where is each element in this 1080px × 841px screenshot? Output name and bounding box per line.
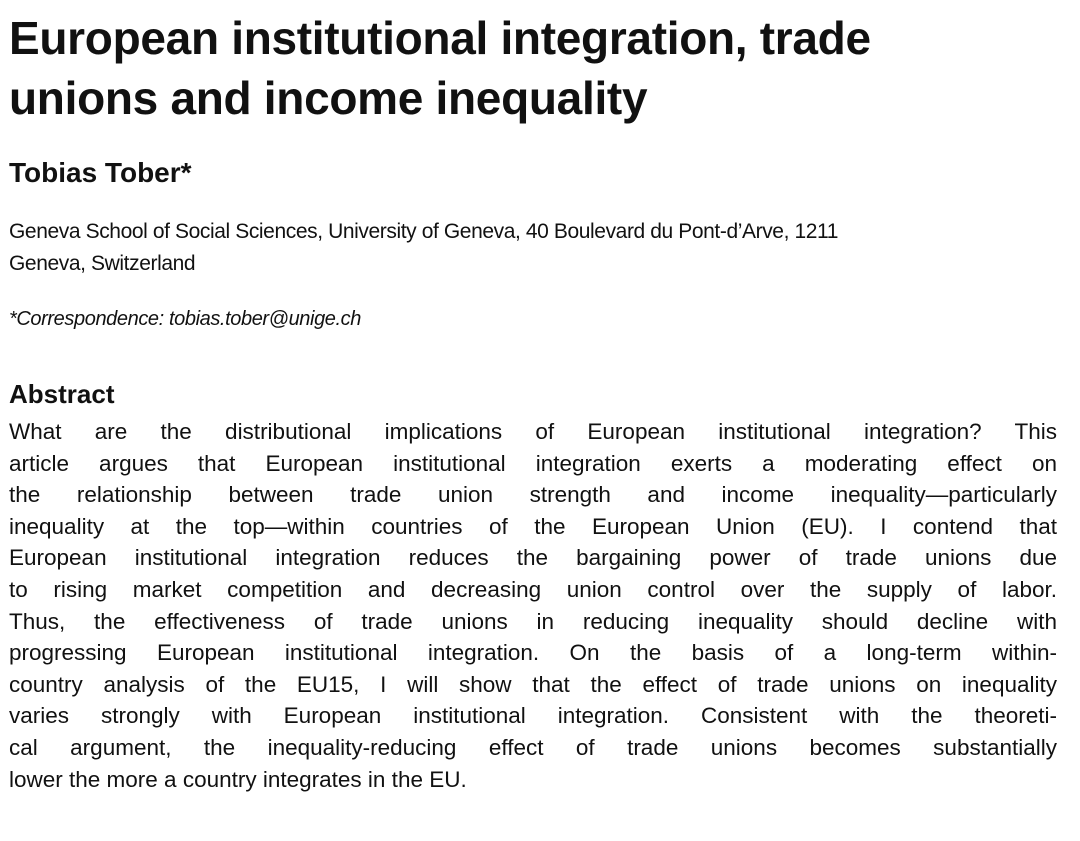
- abstract-line: country analysis of the EU15, I will sho…: [9, 671, 1057, 697]
- abstract-line: European institutional integration reduc…: [9, 545, 1057, 571]
- abstract-line: varies strongly with European institutio…: [9, 703, 1057, 729]
- abstract-line: cal argument, the inequality-reducing ef…: [9, 734, 1057, 760]
- abstract-line: Thus, the effectiveness of trade unions …: [9, 608, 1057, 634]
- abstract-heading: Abstract: [9, 379, 115, 409]
- abstract-line: the relationship between trade union str…: [9, 482, 1057, 508]
- abstract-line: lower the more a country integrates in t…: [9, 766, 467, 792]
- affiliation-line-1: Geneva School of Social Sciences, Univer…: [9, 220, 838, 243]
- paper-title-line-2: unions and income inequality: [9, 72, 648, 124]
- correspondence-note: *Correspondence: tobias.tober@unige.ch: [9, 308, 361, 330]
- abstract-line: What are the distributional implications…: [9, 419, 1057, 444]
- author-affiliation: Geneva School of Social Sciences, Univer…: [9, 216, 1059, 280]
- paper-title: European institutional integration, trad…: [9, 8, 1059, 128]
- abstract-line: article argues that European institution…: [9, 450, 1057, 476]
- abstract-line: to rising market competition and decreas…: [9, 576, 1057, 602]
- abstract-line: progressing European institutional integ…: [9, 640, 1057, 666]
- abstract-body: What are the distributional implications…: [9, 416, 1057, 795]
- paper-page: European institutional integration, trad…: [9, 0, 1059, 795]
- abstract-line: inequality at the top—within countries o…: [9, 513, 1057, 539]
- affiliation-line-2: Geneva, Switzerland: [9, 252, 196, 275]
- author-name: Tobias Tober*: [9, 157, 192, 188]
- paper-title-line-1: European institutional integration, trad…: [9, 12, 871, 64]
